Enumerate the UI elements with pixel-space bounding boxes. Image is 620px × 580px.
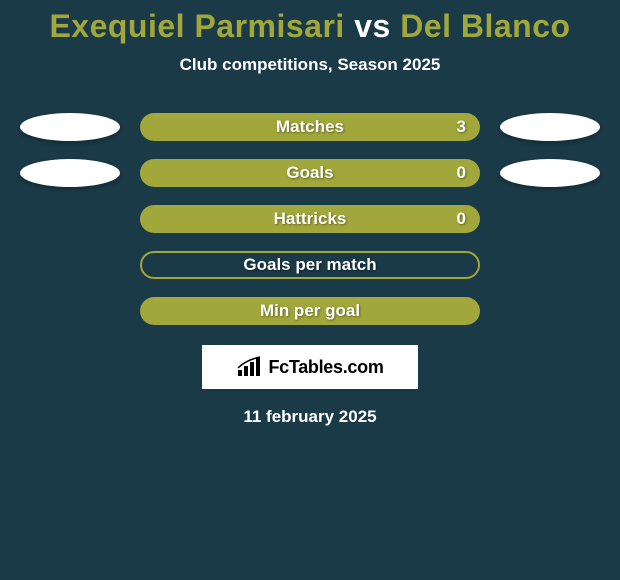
stat-row-matches: Matches 3 (8, 113, 612, 141)
right-marker-ellipse (500, 159, 600, 187)
stat-label: Goals (286, 163, 333, 183)
footer-date: 11 february 2025 (0, 407, 620, 427)
left-marker-ellipse (20, 159, 120, 187)
stat-label: Min per goal (260, 301, 360, 321)
stat-label: Matches (276, 117, 344, 137)
stat-row-goals-per-match: Goals per match (8, 251, 612, 279)
stat-row-goals: Goals 0 (8, 159, 612, 187)
stats-list: Matches 3 Goals 0 Hattricks 0 (0, 113, 620, 325)
stat-bar: Goals 0 (140, 159, 480, 187)
bar-chart-icon (236, 356, 262, 378)
vs-text: vs (354, 8, 391, 44)
logo-text: FcTables.com (268, 357, 383, 378)
comparison-title: Exequiel Parmisari vs Del Blanco (0, 8, 620, 45)
right-marker-ellipse (500, 113, 600, 141)
player2-name: Del Blanco (400, 8, 570, 44)
left-marker-ellipse (20, 113, 120, 141)
stat-value: 0 (457, 209, 466, 229)
stat-label: Goals per match (243, 255, 376, 275)
stat-bar: Matches 3 (140, 113, 480, 141)
stat-bar: Goals per match (140, 251, 480, 279)
stat-row-hattricks: Hattricks 0 (8, 205, 612, 233)
stat-bar: Hattricks 0 (140, 205, 480, 233)
stat-value: 0 (457, 163, 466, 183)
stat-row-min-per-goal: Min per goal (8, 297, 612, 325)
stat-bar: Min per goal (140, 297, 480, 325)
subtitle: Club competitions, Season 2025 (0, 55, 620, 75)
stat-value: 3 (457, 117, 466, 137)
player1-name: Exequiel Parmisari (49, 8, 344, 44)
stat-label: Hattricks (274, 209, 347, 229)
logo-box: FcTables.com (202, 345, 418, 389)
